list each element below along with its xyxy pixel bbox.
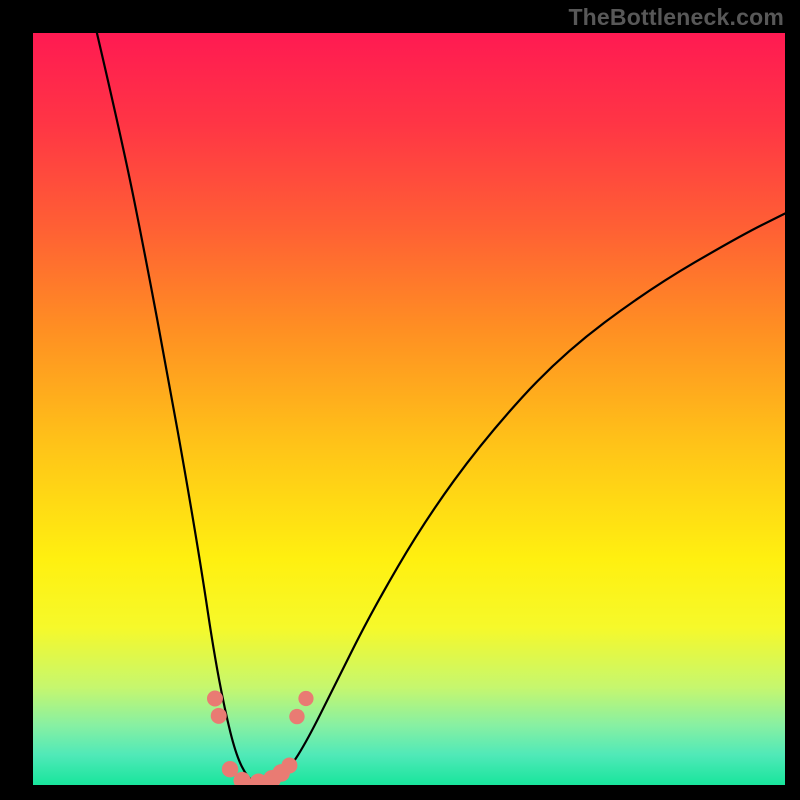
data-marker — [289, 709, 304, 724]
data-marker — [211, 708, 227, 724]
plot-area — [33, 33, 785, 785]
watermark-text: TheBottleneck.com — [568, 4, 784, 31]
gradient-background — [33, 33, 785, 785]
data-marker — [281, 757, 297, 773]
chart-svg — [33, 33, 785, 785]
data-marker — [207, 691, 223, 707]
data-marker — [298, 691, 313, 706]
